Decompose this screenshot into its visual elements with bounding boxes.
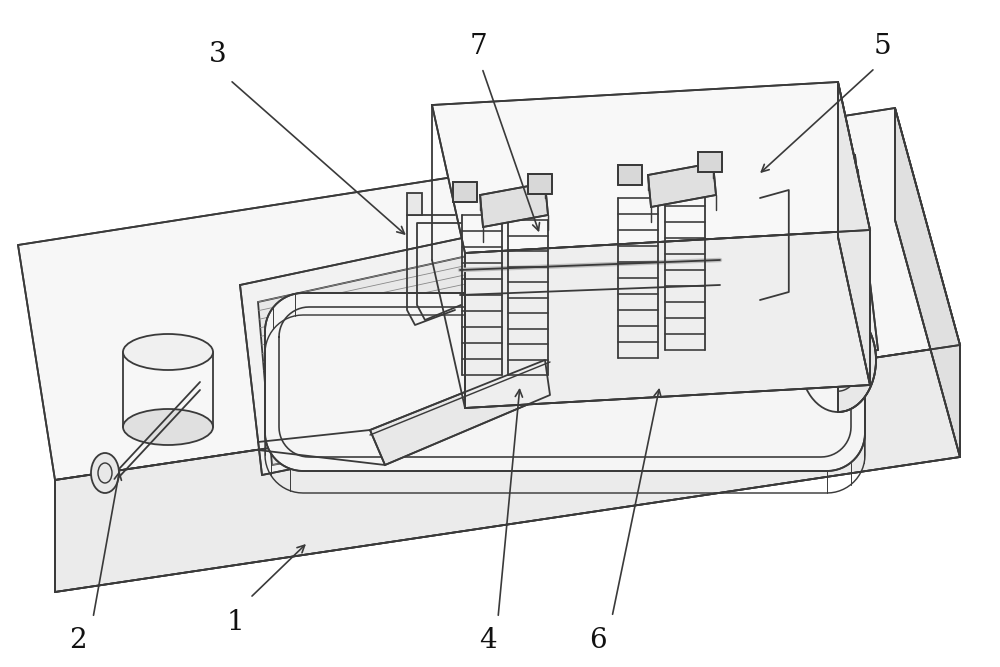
Polygon shape bbox=[18, 108, 960, 480]
Polygon shape bbox=[55, 345, 960, 592]
Polygon shape bbox=[528, 174, 552, 194]
Ellipse shape bbox=[123, 334, 213, 370]
Text: 5: 5 bbox=[873, 33, 891, 61]
Polygon shape bbox=[407, 193, 422, 215]
Text: 7: 7 bbox=[469, 33, 487, 61]
Polygon shape bbox=[432, 82, 870, 253]
Text: 6: 6 bbox=[589, 626, 607, 654]
Polygon shape bbox=[698, 152, 722, 172]
Polygon shape bbox=[618, 165, 642, 185]
Polygon shape bbox=[258, 170, 872, 465]
Polygon shape bbox=[480, 183, 548, 227]
Polygon shape bbox=[838, 82, 870, 385]
Polygon shape bbox=[453, 182, 477, 202]
Text: 2: 2 bbox=[69, 626, 87, 654]
Text: 4: 4 bbox=[479, 626, 497, 654]
Polygon shape bbox=[648, 163, 716, 207]
Ellipse shape bbox=[91, 453, 119, 493]
Polygon shape bbox=[465, 230, 870, 408]
Polygon shape bbox=[265, 293, 865, 471]
Polygon shape bbox=[895, 108, 960, 457]
Polygon shape bbox=[240, 155, 878, 475]
Polygon shape bbox=[370, 360, 550, 465]
Text: 1: 1 bbox=[226, 608, 244, 636]
Ellipse shape bbox=[123, 409, 213, 445]
Polygon shape bbox=[838, 308, 876, 412]
Text: 3: 3 bbox=[209, 41, 227, 69]
